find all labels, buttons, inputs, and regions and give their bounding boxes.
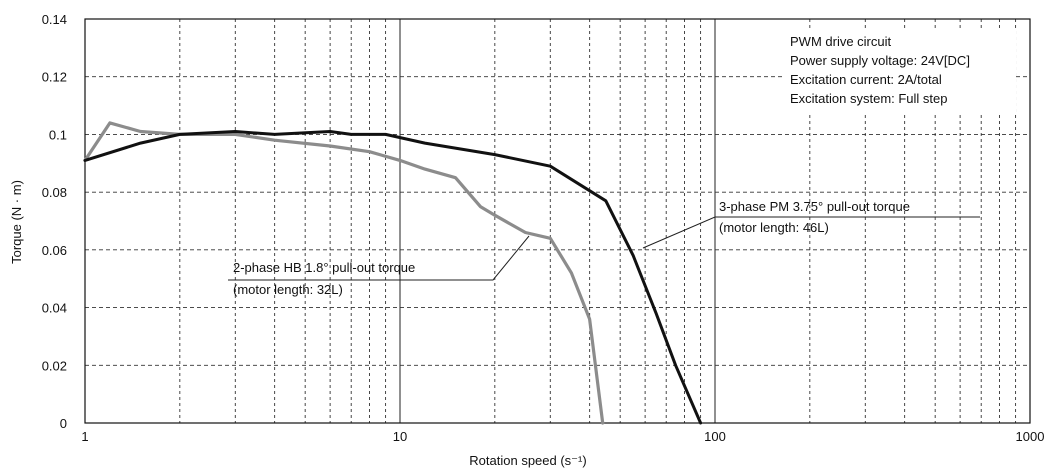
series-note-2-phase: (motor length: 32L) [233,282,343,297]
series-note-3-phase: (motor length: 46L) [719,220,829,235]
series-line-2-phase-hb [83,121,605,425]
y-tick-label: 0.08 [42,185,67,200]
x-tick-label: 1 [81,429,88,444]
conditions-background [784,28,1016,112]
condition-line: Power supply voltage: 24V[DC] [790,53,970,68]
y-tick-label: 0.12 [42,70,67,85]
x-axis-title: Rotation speed (s⁻¹) [469,453,586,468]
y-tick-label: 0.1 [49,127,67,142]
series-line-3-phase-pm [83,130,703,425]
x-tick-label: 10 [393,429,407,444]
tick-labels: 1 10 100 1000 0 0.02 0.04 0.06 0.08 0.1 0.12 0.14 [42,12,1045,444]
series-label-3-phase: 3-phase PM 3.75° pull-out torque [719,199,910,214]
condition-line: PWM drive circuit [790,34,892,49]
condition-line: Excitation current: 2A/total [790,72,942,87]
y-tick-label: 0 [60,416,67,431]
x-tick-label: 1000 [1016,429,1045,444]
x-tick-label: 100 [704,429,726,444]
y-axis-title: Torque (N · m) [9,180,24,264]
y-tick-label: 0.14 [42,12,67,27]
axes [84,18,1031,424]
callout-leader-2-phase [228,235,530,281]
y-tick-label: 0.06 [42,243,67,258]
y-tick-label: 0.04 [42,301,67,316]
series-label-2-phase: 2-phase HB 1.8° pull-out torque [233,260,415,275]
series-lines [83,121,703,425]
callout-leader-3-phase [642,216,980,249]
conditions-note: PWM drive circuit Power supply voltage: 2… [784,28,1016,112]
y-tick-label: 0.02 [42,358,67,373]
plot-frame [84,18,1031,424]
condition-line: Excitation system: Full step [790,91,948,106]
annotations: 2-phase HB 1.8° pull-out torque (motor le… [228,199,980,297]
